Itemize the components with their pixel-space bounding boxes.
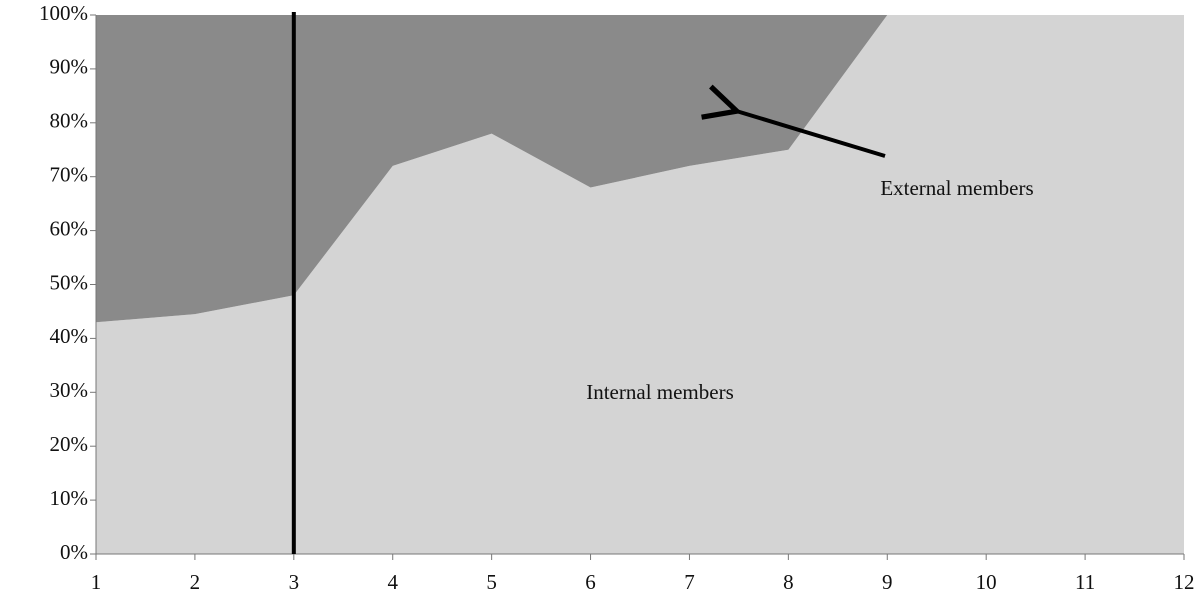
y-tick-label: 50% [50,270,89,294]
y-tick-label: 30% [50,378,89,402]
area-label: Internal members [586,380,734,404]
y-tick-label: 0% [60,540,88,564]
x-tick-label: 11 [1075,570,1095,594]
x-tick-label: 6 [585,570,596,594]
x-tick-label: 5 [486,570,497,594]
x-tick-label: 9 [882,570,893,594]
annotation-arrow [733,110,886,158]
y-tick-label: 20% [50,432,89,456]
y-tick-label: 70% [50,163,89,187]
area-label: External members [880,176,1033,200]
x-tick-label: 12 [1174,570,1195,594]
area [96,15,1184,323]
x-tick-label: 8 [783,570,794,594]
y-tick-label: 100% [39,1,88,25]
y-tick-label: 40% [50,324,89,348]
x-tick-label: 4 [387,570,398,594]
y-tick-label: 90% [50,55,89,79]
y-tick-label: 80% [50,109,89,133]
x-tick-label: 10 [976,570,997,594]
y-tick-label: 60% [50,216,89,240]
x-tick-label: 1 [91,570,102,594]
x-tick-label: 2 [190,570,201,594]
area [96,15,1184,554]
x-tick-label: 7 [684,570,695,594]
x-tick-label: 3 [289,570,300,594]
y-tick-label: 10% [50,486,89,510]
